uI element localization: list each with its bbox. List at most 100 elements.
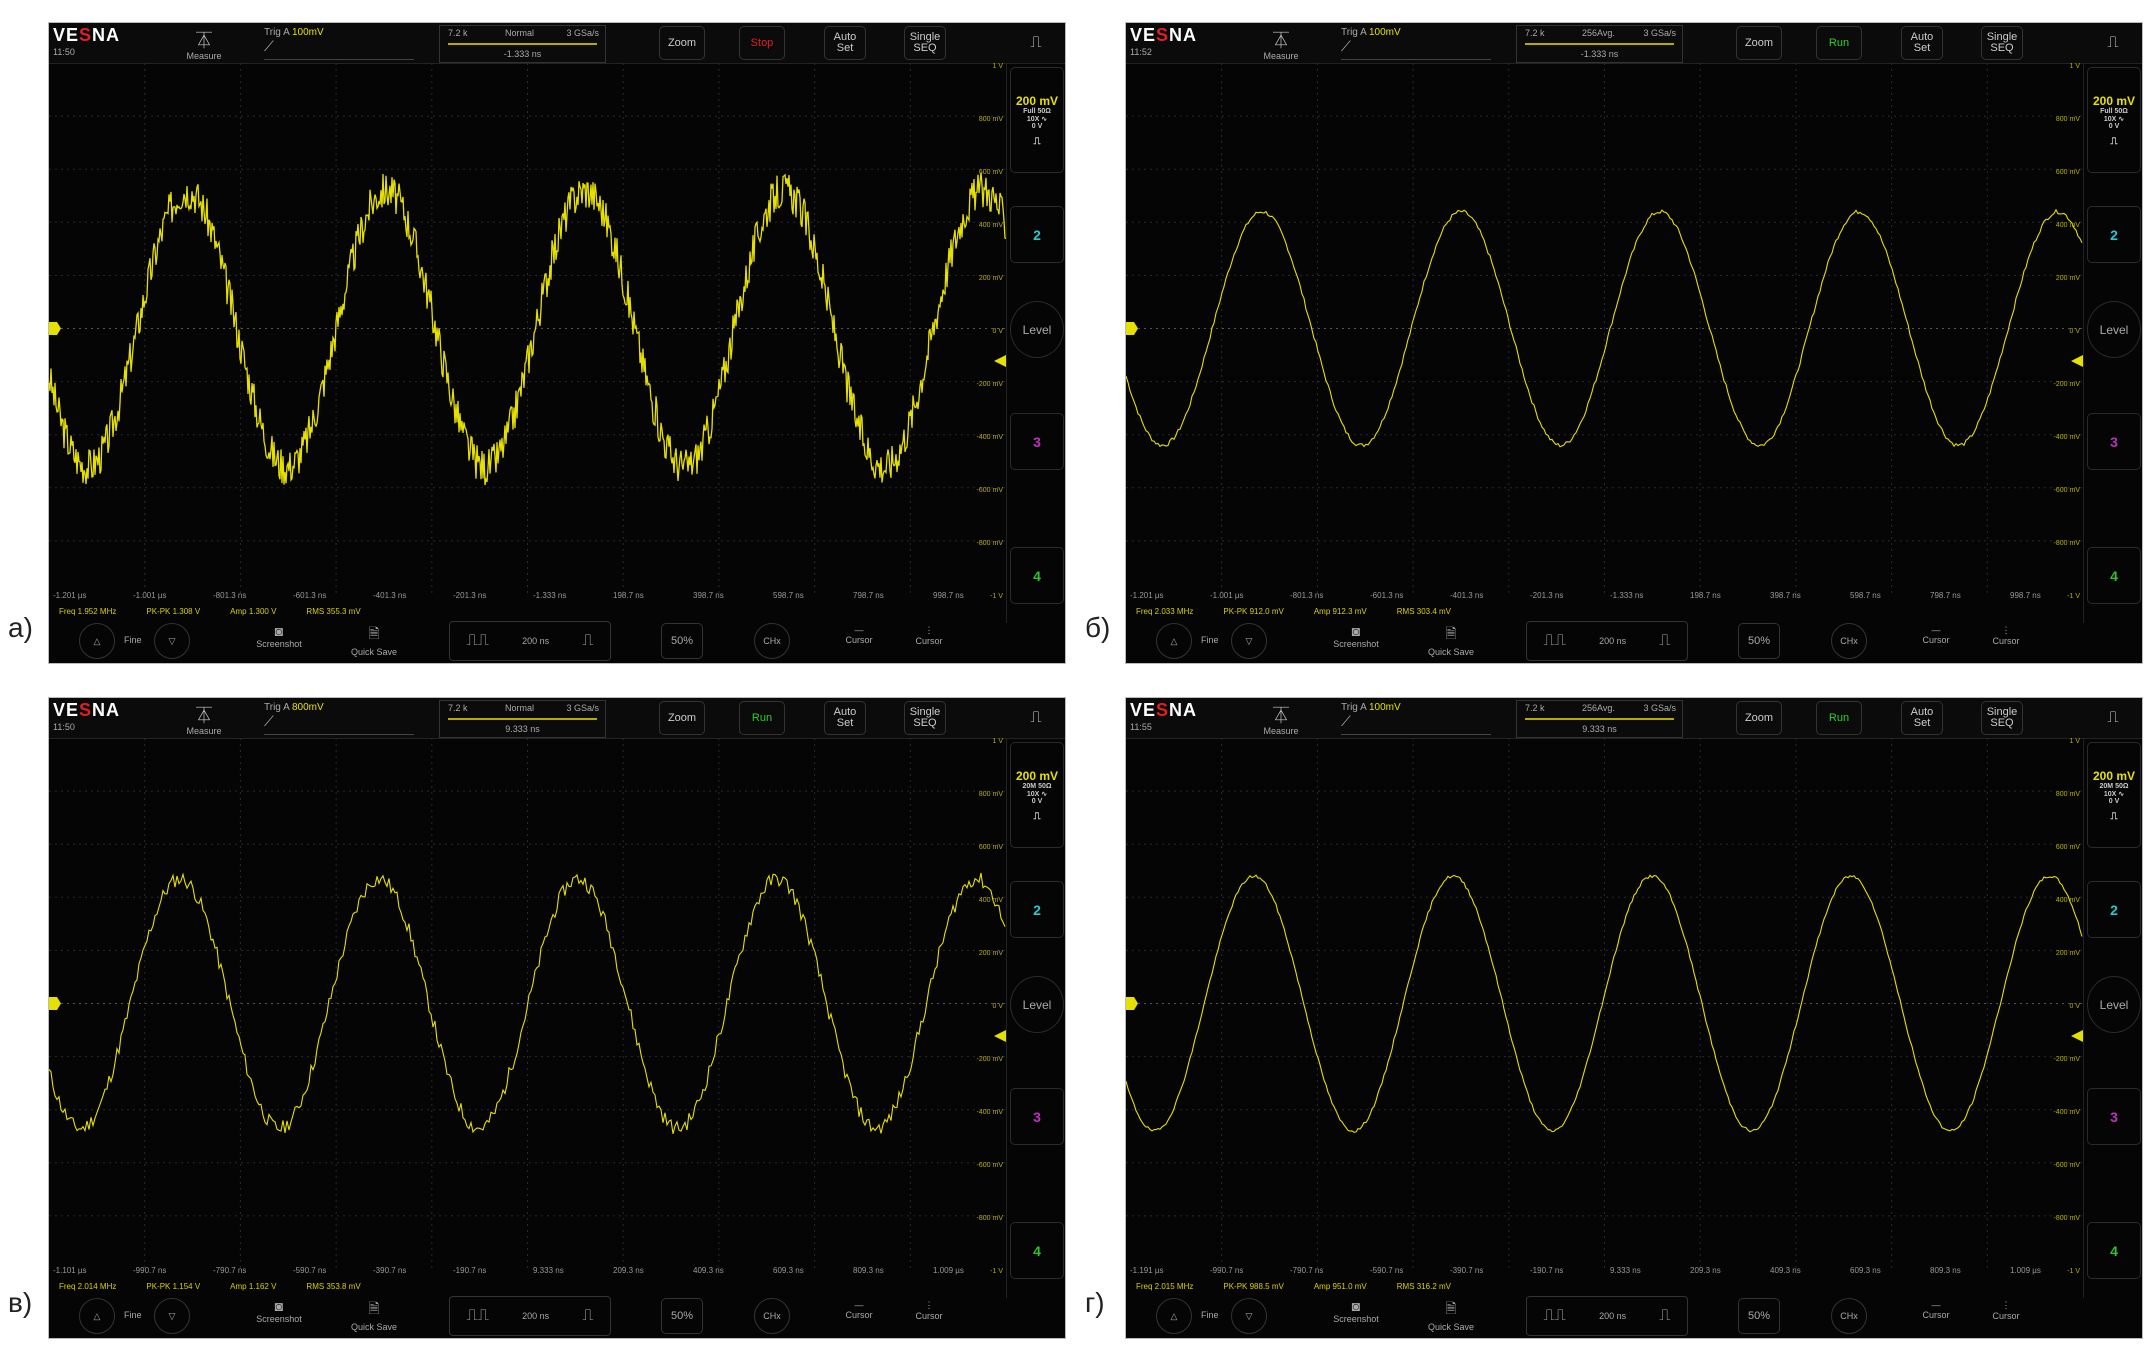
channel-1-box[interactable]: 200 mV Full 50Ω 10X ∿ 0 V ⎍ (1010, 67, 1064, 173)
fifty-percent-button[interactable]: 50% (661, 1298, 703, 1334)
level-knob[interactable]: Level (1010, 976, 1064, 1033)
fine-label[interactable]: Fine (124, 1310, 142, 1320)
down-arrow-icon[interactable]: ▽ (1231, 1298, 1267, 1334)
channel-2-button[interactable]: 2 (2087, 881, 2141, 938)
level-knob[interactable]: Level (2087, 301, 2141, 358)
screenshot-button[interactable]: ◙ Screenshot (1326, 623, 1386, 649)
channel-1-box[interactable]: 200 mV 20M 50Ω 10X ∿ 0 V ⎍ (1010, 742, 1064, 848)
measure-button[interactable]: ⏄ Measure (1251, 27, 1311, 61)
down-arrow-icon[interactable]: ▽ (154, 623, 190, 659)
trigger-settings[interactable]: Trig A 100mV ⟋ (1341, 702, 1491, 735)
vertical-cursor-button[interactable]: ⋮ Cursor (909, 625, 949, 646)
measure-button[interactable]: ⏄ Measure (174, 702, 234, 736)
faster-timebase-icon[interactable]: ⎍⎍ (1543, 632, 1566, 649)
timebase-control[interactable]: ⎍⎍ 200 ns ⎍ (1526, 1296, 1688, 1336)
channel-2-button[interactable]: 2 (2087, 206, 2141, 263)
trigger-settings[interactable]: Trig A 800mV ⟋ (264, 702, 414, 735)
quick-save-button[interactable]: 🗎 Quick Save (344, 1298, 404, 1332)
single-seq-button[interactable]: Single SEQ (904, 701, 946, 735)
channel-1-box[interactable]: 200 mV Full 50Ω 10X ∿ 0 V ⎍ (2087, 67, 2141, 173)
vertical-cursor-button[interactable]: ⋮ Cursor (1986, 625, 2026, 646)
run-stop-button[interactable]: Run (1816, 26, 1862, 60)
quick-save-button[interactable]: 🗎 Quick Save (344, 623, 404, 657)
fine-label[interactable]: Fine (124, 635, 142, 645)
faster-timebase-icon[interactable]: ⎍⎍ (466, 632, 489, 649)
fine-label[interactable]: Fine (1201, 635, 1219, 645)
timebase-control[interactable]: ⎍⎍ 200 ns ⎍ (449, 1296, 611, 1336)
fifty-percent-button[interactable]: 50% (1738, 623, 1780, 659)
channel-3-button[interactable]: 3 (1010, 413, 1064, 470)
measure-button[interactable]: ⏄ Measure (174, 27, 234, 61)
zoom-button[interactable]: Zoom (1736, 701, 1782, 735)
slower-timebase-icon[interactable]: ⎍ (582, 1307, 594, 1324)
zoom-button[interactable]: Zoom (659, 26, 705, 60)
down-arrow-icon[interactable]: ▽ (1231, 623, 1267, 659)
chx-button[interactable]: CHx (1831, 1298, 1867, 1334)
channel-4-button[interactable]: 4 (1010, 547, 1064, 604)
up-arrow-icon[interactable]: △ (79, 1298, 115, 1334)
measure-button[interactable]: ⏄ Measure (1251, 702, 1311, 736)
acquisition-panel[interactable]: 7.2 k 256Avg. 3 GSa/s 9.333 ns (1516, 700, 1683, 738)
down-arrow-icon[interactable]: ▽ (154, 1298, 190, 1334)
timebase-control[interactable]: ⎍⎍ 200 ns ⎍ (449, 621, 611, 661)
level-knob[interactable]: Level (1010, 301, 1064, 358)
fifty-percent-button[interactable]: 50% (1738, 1298, 1780, 1334)
pulse-icon[interactable]: ⎍ (1030, 708, 1042, 726)
horizontal-cursor-button[interactable]: — Cursor (839, 625, 879, 645)
single-seq-button[interactable]: Single SEQ (904, 26, 946, 60)
slower-timebase-icon[interactable]: ⎍ (1659, 632, 1671, 649)
trigger-settings[interactable]: Trig A 100mV ⟋ (264, 27, 414, 60)
channel-4-button[interactable]: 4 (1010, 1222, 1064, 1279)
faster-timebase-icon[interactable]: ⎍⎍ (1543, 1307, 1566, 1324)
chx-button[interactable]: CHx (754, 1298, 790, 1334)
horizontal-cursor-button[interactable]: — Cursor (1916, 1300, 1956, 1320)
zoom-button[interactable]: Zoom (1736, 26, 1782, 60)
channel-4-button[interactable]: 4 (2087, 1222, 2141, 1279)
fine-label[interactable]: Fine (1201, 1310, 1219, 1320)
horizontal-cursor-button[interactable]: — Cursor (1916, 625, 1956, 645)
channel-2-button[interactable]: 2 (1010, 206, 1064, 263)
chx-button[interactable]: CHx (754, 623, 790, 659)
channel-3-button[interactable]: 3 (1010, 1088, 1064, 1145)
pulse-icon[interactable]: ⎍ (2107, 33, 2119, 51)
up-arrow-icon[interactable]: △ (1156, 1298, 1192, 1334)
vertical-cursor-button[interactable]: ⋮ Cursor (909, 1300, 949, 1321)
trigger-settings[interactable]: Trig A 100mV ⟋ (1341, 27, 1491, 60)
slower-timebase-icon[interactable]: ⎍ (582, 632, 594, 649)
screenshot-button[interactable]: ◙ Screenshot (249, 1298, 309, 1324)
level-knob[interactable]: Level (2087, 976, 2141, 1033)
channel-4-button[interactable]: 4 (2087, 547, 2141, 604)
chx-button[interactable]: CHx (1831, 623, 1867, 659)
screenshot-button[interactable]: ◙ Screenshot (1326, 1298, 1386, 1324)
channel-2-button[interactable]: 2 (1010, 881, 1064, 938)
up-arrow-icon[interactable]: △ (79, 623, 115, 659)
screenshot-button[interactable]: ◙ Screenshot (249, 623, 309, 649)
channel-3-button[interactable]: 3 (2087, 1088, 2141, 1145)
auto-set-button[interactable]: Auto Set (824, 26, 866, 60)
timebase-control[interactable]: ⎍⎍ 200 ns ⎍ (1526, 621, 1688, 661)
auto-set-button[interactable]: Auto Set (1901, 701, 1943, 735)
run-stop-button[interactable]: Run (1816, 701, 1862, 735)
horizontal-cursor-button[interactable]: — Cursor (839, 1300, 879, 1320)
faster-timebase-icon[interactable]: ⎍⎍ (466, 1307, 489, 1324)
run-stop-button[interactable]: Run (739, 701, 785, 735)
quick-save-button[interactable]: 🗎 Quick Save (1421, 1298, 1481, 1332)
zoom-button[interactable]: Zoom (659, 701, 705, 735)
auto-set-button[interactable]: Auto Set (1901, 26, 1943, 60)
slower-timebase-icon[interactable]: ⎍ (1659, 1307, 1671, 1324)
single-seq-button[interactable]: Single SEQ (1981, 26, 2023, 60)
acquisition-panel[interactable]: 7.2 k Normal 3 GSa/s -1.333 ns (439, 25, 606, 63)
channel-3-button[interactable]: 3 (2087, 413, 2141, 470)
pulse-icon[interactable]: ⎍ (2107, 708, 2119, 726)
run-stop-button[interactable]: Stop (739, 26, 785, 60)
channel-1-box[interactable]: 200 mV 20M 50Ω 10X ∿ 0 V ⎍ (2087, 742, 2141, 848)
quick-save-button[interactable]: 🗎 Quick Save (1421, 623, 1481, 657)
acquisition-panel[interactable]: 7.2 k 256Avg. 3 GSa/s -1.333 ns (1516, 25, 1683, 63)
fifty-percent-button[interactable]: 50% (661, 623, 703, 659)
vertical-cursor-button[interactable]: ⋮ Cursor (1986, 1300, 2026, 1321)
acquisition-panel[interactable]: 7.2 k Normal 3 GSa/s 9.333 ns (439, 700, 606, 738)
up-arrow-icon[interactable]: △ (1156, 623, 1192, 659)
auto-set-button[interactable]: Auto Set (824, 701, 866, 735)
pulse-icon[interactable]: ⎍ (1030, 33, 1042, 51)
single-seq-button[interactable]: Single SEQ (1981, 701, 2023, 735)
